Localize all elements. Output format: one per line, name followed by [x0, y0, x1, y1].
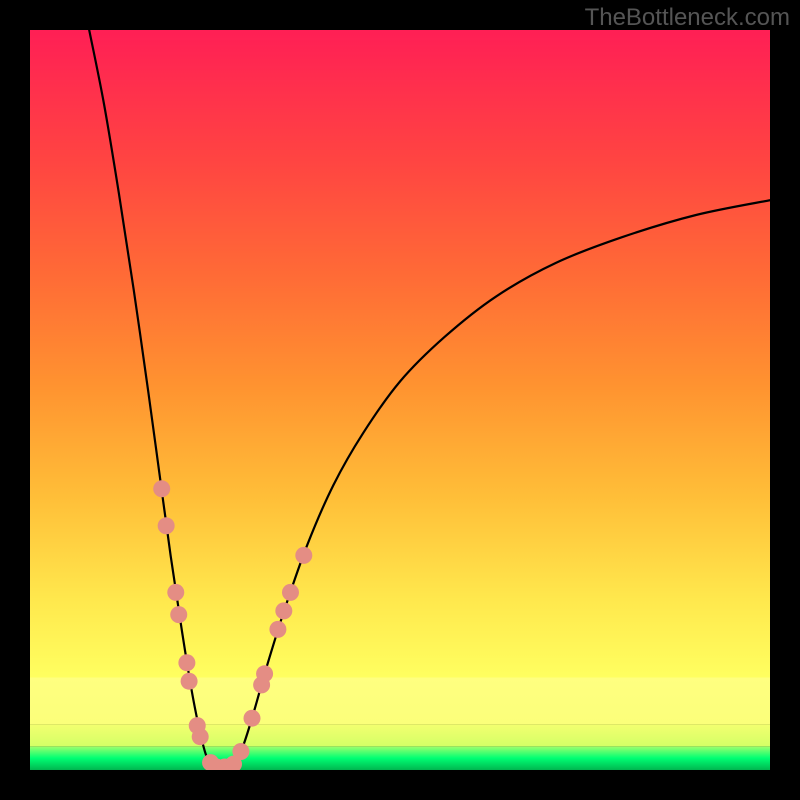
data-marker	[170, 606, 187, 623]
data-marker	[178, 654, 195, 671]
gradient-band	[30, 30, 770, 678]
data-marker	[269, 621, 286, 638]
data-marker	[275, 602, 292, 619]
gradient-band	[30, 724, 770, 746]
data-marker	[244, 710, 261, 727]
data-marker	[167, 584, 184, 601]
chart-frame: TheBottleneck.com	[0, 0, 800, 800]
data-marker	[192, 728, 209, 745]
data-marker	[181, 673, 198, 690]
data-marker	[232, 743, 249, 760]
chart-svg	[30, 30, 770, 770]
data-marker	[256, 665, 273, 682]
gradient-band	[30, 746, 770, 770]
watermark-text: TheBottleneck.com	[585, 4, 790, 32]
data-marker	[282, 584, 299, 601]
data-marker	[153, 480, 170, 497]
gradient-band	[30, 678, 770, 725]
data-marker	[295, 547, 312, 564]
data-marker	[158, 517, 175, 534]
plot-area	[30, 30, 770, 770]
